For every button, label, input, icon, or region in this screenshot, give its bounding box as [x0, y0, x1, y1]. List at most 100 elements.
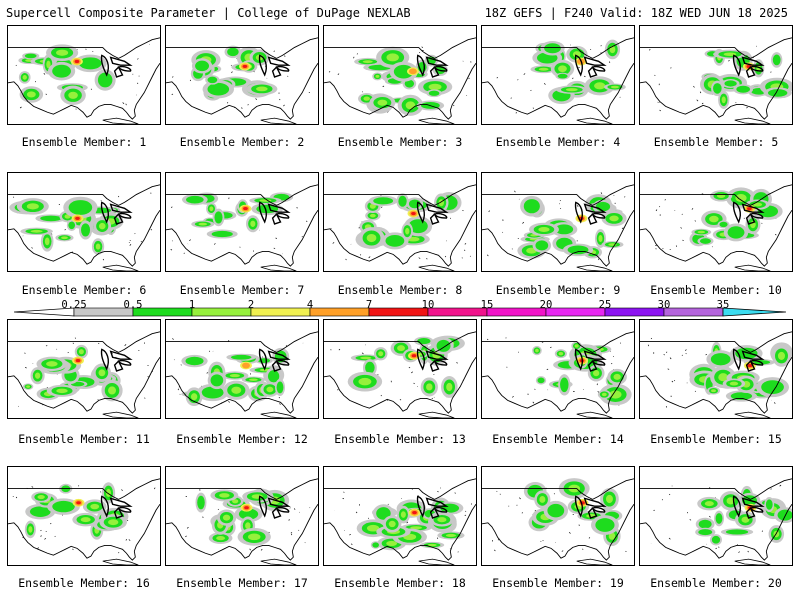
- scp-core-fill: [408, 68, 417, 75]
- scp-contour-fill: [376, 507, 391, 520]
- state-border-fragment: [368, 256, 371, 259]
- scp-core-fill: [244, 506, 249, 510]
- scp-contour-fill: [97, 72, 113, 88]
- great-lakes-outline: [591, 65, 606, 72]
- state-border-fragment: [709, 515, 711, 518]
- great-lakes-outline: [113, 507, 124, 519]
- great-lakes-outline: [267, 56, 291, 66]
- great-lakes-outline: [267, 350, 291, 360]
- state-border-fragment: [72, 342, 74, 345]
- coastline: [482, 503, 634, 561]
- coastline: [8, 503, 160, 561]
- state-border-fragment: [457, 551, 459, 553]
- state-border-fragment: [186, 527, 189, 529]
- great-lakes-outline: [587, 507, 598, 519]
- state-border-fragment: [260, 548, 263, 551]
- scp-contour-fill: [557, 73, 568, 79]
- cuba-outline: [102, 264, 139, 271]
- scp-contour-fill: [245, 522, 251, 530]
- scp-contour-fill: [698, 519, 712, 529]
- scp-contour-fill: [428, 83, 442, 91]
- state-border-fragment: [454, 492, 456, 494]
- canada-border: [166, 37, 318, 59]
- state-border-fragment: [463, 249, 466, 252]
- member-map-svg: [640, 478, 792, 565]
- colorbar-tick-label: 15: [480, 299, 494, 311]
- state-border-fragment: [288, 519, 291, 521]
- scp-contour-fill: [697, 230, 706, 234]
- state-border-fragment: [172, 76, 174, 78]
- state-border-fragment: [541, 341, 544, 343]
- scp-contour-fill: [80, 517, 91, 523]
- cuba-outline: [102, 117, 139, 124]
- scp-contour-fill: [201, 386, 224, 399]
- great-lakes-outline: [271, 507, 282, 519]
- scp-contour-fill: [408, 199, 421, 209]
- ensemble-member-label: Ensemble Member: 11: [18, 432, 150, 446]
- state-border-fragment: [129, 244, 132, 246]
- cuba-outline: [734, 558, 771, 565]
- cuba-outline: [734, 264, 771, 271]
- member-map-svg: [8, 331, 160, 418]
- ensemble-member-panel: [481, 466, 635, 566]
- state-border-fragment: [279, 98, 281, 101]
- great-lakes-outline: [271, 213, 282, 225]
- state-border-fragment: [431, 397, 433, 400]
- state-border-fragment: [122, 102, 125, 105]
- scp-core-fill: [412, 511, 417, 515]
- coastline: [8, 209, 160, 267]
- state-border-fragment: [343, 491, 345, 493]
- scp-contour-fill: [386, 540, 398, 547]
- state-border-fragment: [330, 227, 332, 229]
- great-lakes-outline: [416, 348, 425, 371]
- scp-contour-fill: [68, 200, 93, 215]
- great-lakes-outline: [732, 348, 741, 371]
- member-map-svg: [324, 37, 476, 124]
- scp-contour-fill: [209, 206, 214, 212]
- state-border-fragment: [31, 247, 33, 249]
- state-border-fragment: [496, 77, 499, 79]
- member-map-svg: [482, 478, 634, 565]
- scp-contour-fill: [214, 211, 223, 224]
- scp-core-fill: [242, 64, 248, 68]
- scp-contour-fill: [404, 79, 415, 88]
- state-border-fragment: [464, 243, 467, 245]
- great-lakes-outline: [741, 203, 765, 213]
- state-border-fragment: [572, 77, 574, 80]
- state-border-fragment: [664, 199, 666, 201]
- canada-border: [8, 184, 160, 206]
- canada-border: [482, 478, 634, 500]
- canada-border: [166, 184, 318, 206]
- ensemble-member-label: Ensemble Member: 3: [337, 135, 463, 149]
- scp-contour-fill: [256, 86, 268, 92]
- scp-contour-fill: [710, 353, 731, 366]
- state-border-fragment: [437, 490, 439, 493]
- cuba-outline: [418, 117, 455, 124]
- state-border-fragment: [647, 344, 650, 347]
- canada-border: [8, 331, 160, 353]
- great-lakes-outline: [433, 212, 448, 219]
- state-border-fragment: [774, 402, 776, 404]
- state-border-fragment: [217, 508, 219, 510]
- scp-contour-fill: [711, 535, 721, 544]
- scp-core-fill: [411, 354, 417, 358]
- scp-contour-fill: [377, 99, 388, 106]
- scp-contour-fill: [595, 201, 611, 212]
- great-lakes-outline: [425, 203, 449, 213]
- ensemble-member-label: Ensemble Member: 7: [179, 283, 305, 297]
- scp-contour-fill: [539, 496, 546, 503]
- state-border-fragment: [669, 357, 672, 360]
- state-border-fragment: [127, 519, 129, 522]
- state-border-fragment: [241, 107, 243, 109]
- cuba-outline: [734, 411, 771, 418]
- scp-contour-fill: [594, 82, 606, 90]
- state-border-fragment: [206, 372, 209, 374]
- coastline: [324, 62, 476, 120]
- scp-contour-fill: [360, 356, 372, 360]
- scp-contour-fill: [375, 74, 380, 78]
- scp-contour-fill: [44, 237, 50, 246]
- coastline: [8, 62, 160, 120]
- scp-contour-fill: [608, 532, 616, 540]
- scp-contour-fill: [405, 227, 410, 235]
- ensemble-member-panel: [639, 172, 793, 272]
